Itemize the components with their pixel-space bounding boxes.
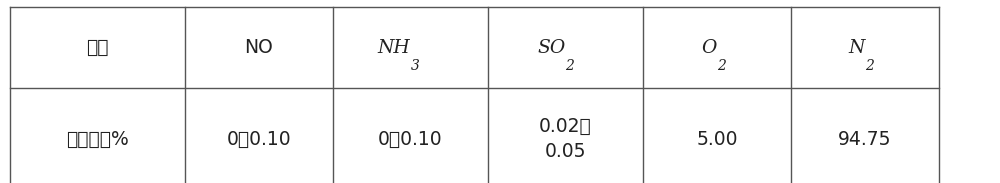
Text: 气体: 气体 — [86, 38, 109, 57]
Text: SO: SO — [537, 39, 566, 57]
Text: 2: 2 — [566, 59, 574, 73]
Text: 0～0.10: 0～0.10 — [227, 130, 291, 149]
Text: 体积分数%: 体积分数% — [66, 130, 129, 149]
Text: 0.02～
0.05: 0.02～ 0.05 — [539, 117, 592, 161]
Text: NH: NH — [378, 39, 411, 57]
Text: NO: NO — [245, 38, 273, 57]
Text: 2: 2 — [865, 59, 874, 73]
Text: 0～0.10: 0～0.10 — [378, 130, 443, 149]
Text: N: N — [849, 39, 865, 57]
Text: 5.00: 5.00 — [696, 130, 738, 149]
Text: 3: 3 — [411, 59, 419, 73]
Text: O: O — [702, 39, 717, 57]
Text: 2: 2 — [717, 59, 726, 73]
Text: 94.75: 94.75 — [838, 130, 892, 149]
